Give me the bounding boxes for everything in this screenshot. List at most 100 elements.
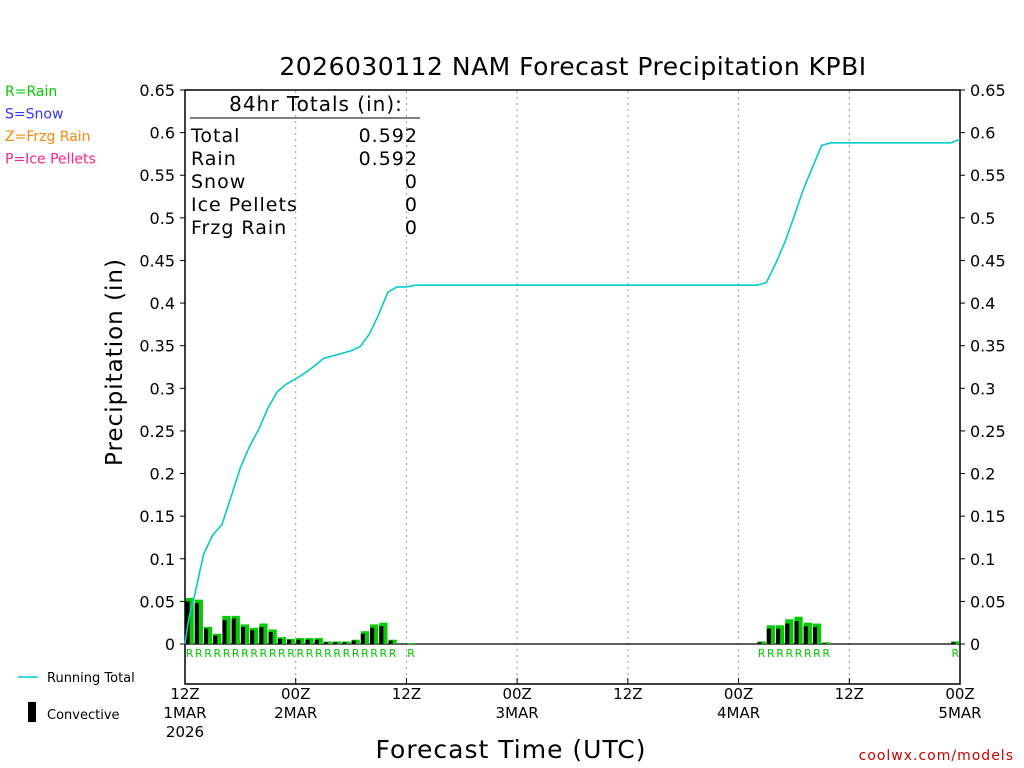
precip-type-letter: R xyxy=(241,647,249,660)
precip-type-letter: R xyxy=(785,647,793,660)
y-tick-label-left: 0 xyxy=(165,635,175,654)
precip-type-letter: R xyxy=(407,647,415,660)
precip-type-letter: R xyxy=(232,647,240,660)
precip-type-letter: R xyxy=(822,647,830,660)
totals-box: 84hr Totals (in): Total 0.592 Rain 0.592 Sno… xyxy=(190,92,420,239)
y-tick-label-left: 0.5 xyxy=(150,209,175,228)
precip-type-letter: R xyxy=(370,647,378,660)
y-tick-label-left: 0.35 xyxy=(139,337,175,356)
convective-bar xyxy=(360,633,365,644)
y-tick-label-right: 0.35 xyxy=(970,337,1006,356)
precip-type-letter: R xyxy=(352,647,360,660)
totals-row-value: 0 xyxy=(405,171,418,193)
precip-type-letter: R xyxy=(213,647,221,660)
y-tick-label-left: 0.45 xyxy=(139,251,175,270)
x-axis-label: Forecast Time (UTC) xyxy=(376,735,647,764)
precip-type-letter: R xyxy=(380,647,388,660)
precip-type-legend-item: P=Ice Pellets xyxy=(5,152,96,168)
convective-bar xyxy=(342,642,347,644)
y-tick-label-right: 0.5 xyxy=(970,209,995,228)
y-tick-label-left: 0.1 xyxy=(150,550,175,569)
y-tick-label-left: 0.15 xyxy=(139,507,175,526)
precip-bars xyxy=(185,597,960,645)
convective-bar xyxy=(951,642,956,644)
convective-bar xyxy=(222,620,227,644)
y-tick-label-right: 0.2 xyxy=(970,465,995,484)
y-tick-label-right: 0.3 xyxy=(970,379,995,398)
x-tick-label: 12Z xyxy=(835,685,864,703)
convective-bar xyxy=(812,626,817,644)
totals-row-label: Ice Pellets xyxy=(191,194,298,216)
precip-type-letter: R xyxy=(804,647,812,660)
precip-type-letter: R xyxy=(389,647,397,660)
convective-bar xyxy=(194,603,199,644)
convective-bar xyxy=(370,627,375,644)
convective-bar xyxy=(296,639,301,644)
convective-bar xyxy=(231,618,236,644)
precip-type-letter: R xyxy=(813,647,821,660)
convective-bar xyxy=(757,642,762,644)
x-tick-label: 00Z xyxy=(724,685,753,703)
x-tick-label: 2MAR xyxy=(274,704,317,722)
running-total-line xyxy=(184,138,961,645)
convective-bar xyxy=(286,639,292,644)
convective-bar xyxy=(379,626,384,644)
convective-bar xyxy=(250,630,255,644)
convective-bar xyxy=(259,626,264,644)
y-tick-label-right: 0.1 xyxy=(970,550,995,569)
y-tick-label-left: 0.65 xyxy=(139,81,175,100)
precip-type-letter: R xyxy=(324,647,332,660)
x-tick-label: 1MAR xyxy=(163,704,206,722)
x-tick-label: 4MAR xyxy=(717,704,760,722)
convective-legend-swatch xyxy=(28,702,36,722)
y-tick-label-left: 0.6 xyxy=(150,124,175,143)
precip-type-legend-item: R=Rain xyxy=(5,84,57,100)
x-tick-label: 00Z xyxy=(945,685,974,703)
precip-type-letter: R xyxy=(204,647,212,660)
x-tick-label: 12Z xyxy=(170,685,199,703)
convective-bar xyxy=(351,640,356,644)
y-axis-label: Precipitation (in) xyxy=(102,258,128,466)
y-axis-ticks: 0 00.05 0.050.1 0.10.15 0.150.2 0.20.25 0.250.… xyxy=(139,81,1005,654)
convective-bar xyxy=(333,642,338,644)
y-tick-label-left: 0.4 xyxy=(150,294,175,313)
y-tick-label-right: 0.05 xyxy=(970,592,1006,611)
x-tick-label: 12Z xyxy=(392,685,421,703)
totals-row-value: 0.592 xyxy=(359,148,418,170)
x-tick-label: 5MAR xyxy=(938,704,981,722)
convective-bar xyxy=(240,626,245,644)
precip-type-letter: R xyxy=(343,647,351,660)
precip-type-letter: R xyxy=(767,647,775,660)
convective-bar xyxy=(785,623,790,644)
precip-type-letter: R xyxy=(296,647,304,660)
vertical-gridlines xyxy=(295,91,850,682)
convective-bar xyxy=(323,642,329,644)
running-total-legend-label: Running Total xyxy=(47,671,135,686)
precip-type-letter: R xyxy=(952,647,960,660)
totals-row-label: Rain xyxy=(191,148,237,170)
precip-type-letter: R xyxy=(333,647,341,660)
convective-bar xyxy=(822,643,827,644)
y-tick-label-left: 0.2 xyxy=(150,465,175,484)
convective-bar xyxy=(794,620,799,644)
convective-bar xyxy=(203,628,209,644)
convective-bar xyxy=(213,635,218,644)
y-tick-label-right: 0.55 xyxy=(970,166,1006,185)
convective-bar xyxy=(803,626,808,644)
totals-row-value: 0.592 xyxy=(359,125,418,147)
totals-row-value: 0 xyxy=(405,194,418,216)
precip-type-letter: R xyxy=(795,647,803,660)
precip-type-legend-item: Z=Frzg Rain xyxy=(5,129,91,145)
precip-type-legend: R=Rain S=Snow Z=Frzg Rain P=Ice Pellets xyxy=(5,84,96,168)
convective-bar xyxy=(277,638,282,644)
precip-type-letter: R xyxy=(315,647,323,660)
totals-row-label: Frzg Rain xyxy=(191,217,287,239)
precip-type-letter: R xyxy=(278,647,286,660)
y-tick-label-right: 0.65 xyxy=(970,81,1006,100)
y-tick-label-left: 0.55 xyxy=(139,166,175,185)
precip-type-letter: R xyxy=(306,647,314,660)
totals-row-value: 0 xyxy=(405,217,418,239)
precip-type-letter: R xyxy=(361,647,369,660)
x-tick-label: 2026 xyxy=(166,723,204,741)
